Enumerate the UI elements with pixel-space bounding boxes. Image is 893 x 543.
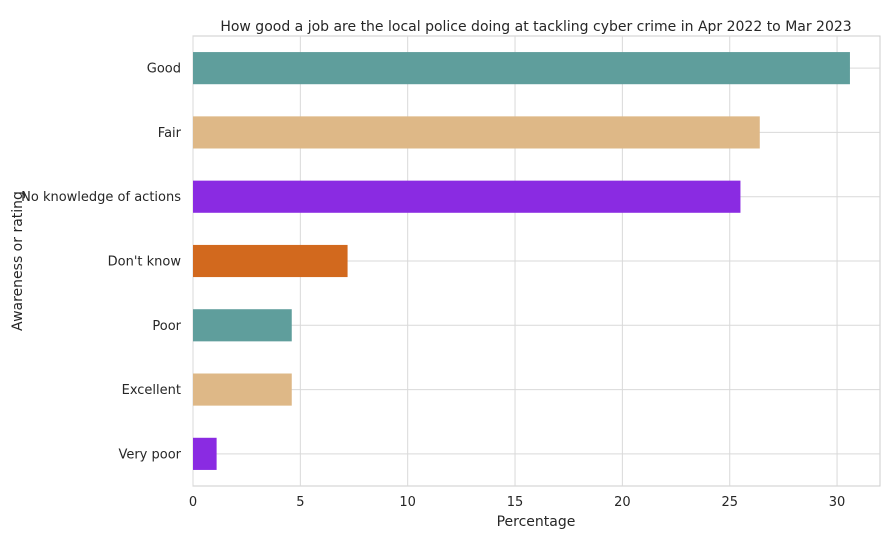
y-tick-label: Good <box>147 62 181 77</box>
x-tick-label: 10 <box>399 495 416 510</box>
x-tick-label: 25 <box>721 495 738 510</box>
x-tick-label: 5 <box>296 495 304 510</box>
y-tick-labels: Good Fair No knowledge of actions Don't kno… <box>21 62 182 463</box>
chart-title: How good a job are the local police doin… <box>220 19 851 35</box>
y-tick-label: Very poor <box>118 447 181 462</box>
bar-good <box>193 52 850 85</box>
bar-no-knowledge-of-actions <box>193 180 741 213</box>
y-tick-label: Don't know <box>108 255 182 270</box>
x-tick-label: 30 <box>829 495 846 510</box>
y-tick-label: Fair <box>158 126 182 141</box>
bar-poor <box>193 309 292 342</box>
y-tick-label: Excellent <box>122 383 181 398</box>
bar-don-t-know <box>193 244 348 278</box>
y-tick-label: Poor <box>152 319 181 334</box>
x-tick-label: 15 <box>507 495 524 510</box>
y-axis-title: Awareness or rating <box>10 191 26 331</box>
x-tick-label: 0 <box>189 495 197 510</box>
bar-fair <box>193 116 760 149</box>
bar-very-poor <box>193 437 217 470</box>
x-tick-label: 20 <box>614 495 631 510</box>
x-axis-title: Percentage <box>497 514 576 530</box>
bar-excellent <box>193 373 292 406</box>
x-tick-labels: 0 5 10 15 20 25 30 <box>189 495 845 510</box>
y-tick-label: No knowledge of actions <box>21 190 181 205</box>
bars <box>193 52 850 470</box>
